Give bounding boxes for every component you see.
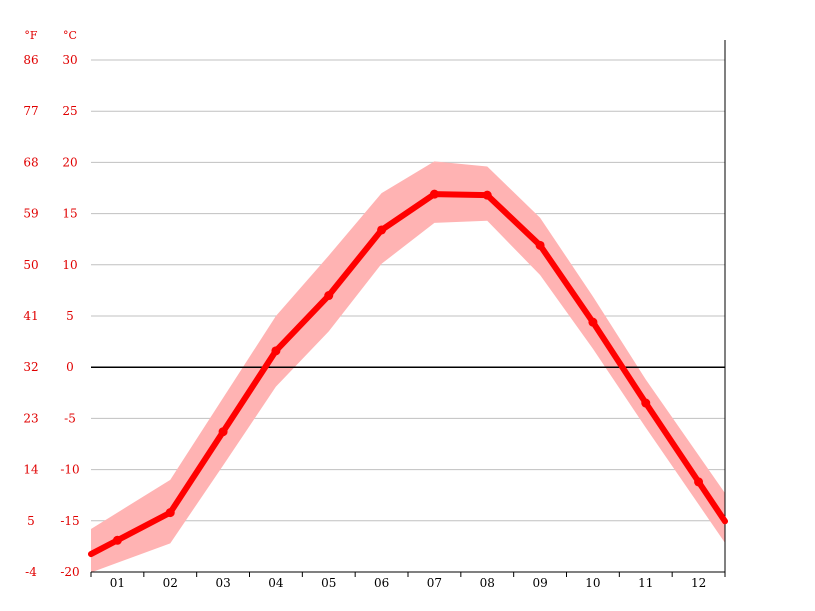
y-tick-label-c: 30 [62, 53, 77, 67]
y-tick-label-c: -10 [60, 463, 79, 477]
y-tick-label-f: 14 [23, 463, 39, 477]
x-tick-label: 02 [163, 576, 178, 590]
celsius-unit-label: °C [63, 29, 77, 42]
y-tick-label-f: 50 [23, 258, 38, 272]
y-tick-label-c: 0 [66, 360, 74, 374]
data-point [165, 508, 175, 518]
y-tick-label-c: 15 [62, 207, 77, 221]
data-point [377, 225, 387, 235]
y-tick-label-f: 59 [23, 207, 38, 221]
data-point [218, 427, 228, 437]
data-point [535, 240, 545, 250]
y-tick-label-c: -20 [60, 565, 79, 579]
temperature-series [88, 189, 728, 558]
data-point [588, 317, 598, 327]
grid-lines [91, 59, 725, 522]
y-tick-label-f: 5 [27, 514, 35, 528]
x-tick-label: 03 [215, 576, 230, 590]
temperature-range-band [91, 161, 725, 573]
data-point [641, 398, 651, 408]
x-tick-label: 05 [321, 576, 336, 590]
y-tick-label-f: 86 [23, 53, 38, 67]
y-tick-label-c: -15 [60, 514, 79, 528]
x-tick-label: 08 [480, 576, 495, 590]
y-tick-label-f: 32 [23, 360, 38, 374]
y-tick-label-f: 68 [23, 155, 38, 169]
data-point [324, 291, 334, 301]
data-point [271, 346, 281, 356]
temperature-band-area [91, 161, 725, 573]
x-tick-label: 12 [691, 576, 706, 590]
x-tick-label: 09 [532, 576, 547, 590]
x-tick-label: 10 [585, 576, 600, 590]
x-tick-label: 06 [374, 576, 389, 590]
y-tick-label-c: 25 [62, 104, 77, 118]
x-tick-label: 07 [427, 576, 442, 590]
y-tick-label-c: -5 [64, 411, 76, 425]
data-point [482, 190, 492, 200]
y-tick-label-c: 10 [62, 258, 77, 272]
axis-labels: °F °C 30862577206815591050541032-523-101… [23, 29, 706, 590]
y-tick-label-f: 23 [23, 411, 38, 425]
data-point [112, 535, 122, 545]
fahrenheit-unit-label: °F [24, 29, 38, 42]
y-tick-label-f: -4 [25, 565, 37, 579]
data-point [694, 477, 704, 487]
x-tick-label: 01 [110, 576, 125, 590]
y-tick-label-c: 20 [62, 155, 77, 169]
y-tick-label-f: 41 [23, 309, 38, 323]
y-tick-label-c: 5 [66, 309, 74, 323]
data-point [429, 189, 439, 199]
axes [90, 40, 726, 577]
temperature-line [88, 191, 728, 558]
x-tick-label: 04 [268, 576, 284, 590]
x-tick-label: 11 [638, 576, 653, 590]
y-tick-label-f: 77 [23, 104, 38, 118]
